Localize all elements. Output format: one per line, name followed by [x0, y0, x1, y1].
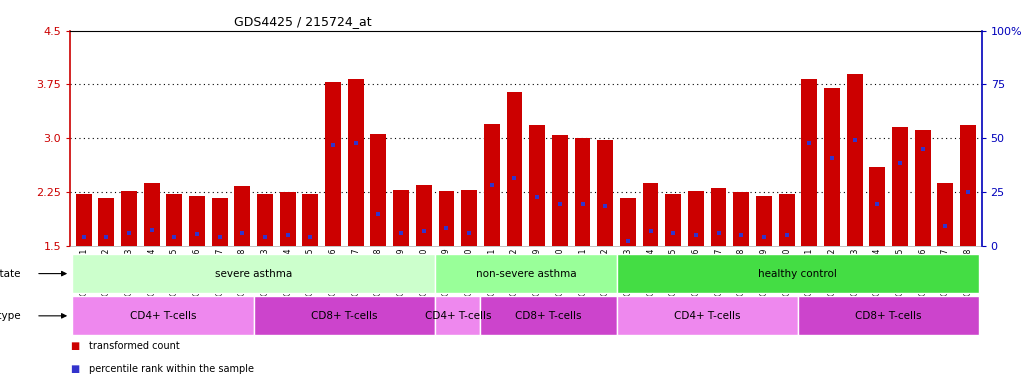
Bar: [167, 194, 182, 246]
Bar: [869, 167, 885, 246]
Text: CD8+ T-cells: CD8+ T-cells: [311, 311, 378, 321]
Text: CD4+ T-cells: CD4+ T-cells: [424, 311, 491, 321]
Bar: [915, 130, 930, 246]
Bar: [325, 82, 341, 246]
Text: CD4+ T-cells: CD4+ T-cells: [674, 311, 741, 321]
Bar: [937, 183, 953, 246]
Bar: [756, 195, 771, 246]
Bar: [798, 296, 980, 335]
Bar: [122, 190, 137, 246]
Bar: [144, 183, 160, 246]
Bar: [235, 185, 250, 246]
Bar: [190, 195, 205, 246]
Text: ■: ■: [70, 341, 79, 351]
Text: severe asthma: severe asthma: [215, 268, 293, 279]
Bar: [280, 192, 296, 246]
Bar: [665, 194, 681, 246]
Bar: [480, 296, 617, 335]
Bar: [461, 190, 477, 246]
Text: CD8+ T-cells: CD8+ T-cells: [515, 311, 582, 321]
Bar: [529, 125, 545, 246]
Bar: [824, 88, 839, 246]
Text: CD8+ T-cells: CD8+ T-cells: [855, 311, 922, 321]
Bar: [620, 198, 636, 246]
Text: non-severe asthma: non-severe asthma: [476, 268, 576, 279]
Bar: [303, 194, 318, 246]
Bar: [258, 194, 273, 246]
Bar: [99, 198, 114, 246]
Bar: [393, 190, 409, 246]
Bar: [688, 190, 703, 246]
Bar: [76, 194, 92, 246]
Bar: [484, 124, 500, 246]
Bar: [416, 185, 432, 246]
Bar: [253, 296, 435, 335]
Bar: [72, 296, 253, 335]
Bar: [348, 79, 364, 246]
Bar: [435, 254, 617, 293]
Bar: [733, 192, 749, 246]
Text: percentile rank within the sample: percentile rank within the sample: [89, 364, 253, 374]
Text: ■: ■: [70, 364, 79, 374]
Bar: [711, 188, 726, 246]
Bar: [643, 184, 658, 246]
Bar: [371, 134, 386, 246]
Bar: [801, 79, 817, 246]
Text: healthy control: healthy control: [758, 268, 837, 279]
Bar: [617, 296, 798, 335]
Bar: [617, 254, 980, 293]
Bar: [72, 254, 435, 293]
Bar: [597, 141, 613, 246]
Bar: [507, 92, 522, 246]
Bar: [960, 125, 975, 246]
Bar: [779, 194, 794, 246]
Text: disease state: disease state: [0, 268, 21, 279]
Text: cell type: cell type: [0, 311, 21, 321]
Text: transformed count: transformed count: [89, 341, 179, 351]
Bar: [435, 296, 480, 335]
Text: CD4+ T-cells: CD4+ T-cells: [130, 311, 197, 321]
Bar: [575, 138, 590, 246]
Bar: [439, 191, 454, 246]
Bar: [892, 127, 907, 246]
Text: GDS4425 / 215724_at: GDS4425 / 215724_at: [234, 15, 372, 28]
Bar: [847, 74, 862, 246]
Bar: [552, 136, 568, 246]
Bar: [212, 198, 228, 246]
